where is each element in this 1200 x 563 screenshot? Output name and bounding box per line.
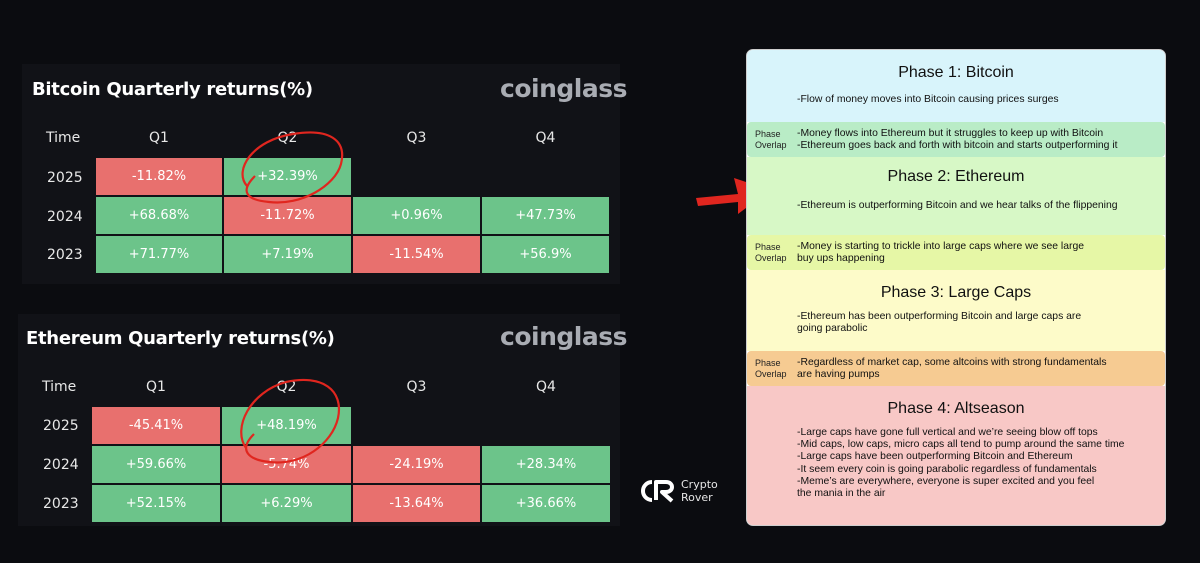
phase-1-text: -Flow of money moves into Bitcoin causin… <box>797 94 1059 105</box>
ethereum-row-label-2023: 2023 <box>43 496 79 512</box>
ethereum-cell-2023-q4: +36.66% <box>482 485 610 522</box>
market-phases-panel: Phase 1: Bitcoin -Flow of money moves in… <box>746 49 1166 526</box>
ethereum-row-label-2025: 2025 <box>43 418 79 434</box>
ethereum-corner-label: Time <box>42 379 77 395</box>
bitcoin-cell-2024-q1: +68.68% <box>96 197 222 234</box>
phase-overlap-2: Phase Overlap -Money is starting to tric… <box>747 235 1165 270</box>
bitcoin-cell-2025-q2: +32.39% <box>224 158 351 195</box>
phase-2-block: Phase 2: Ethereum -Ethereum is outperfor… <box>747 157 1165 235</box>
ethereum-cell-2025-q1: -45.41% <box>92 407 220 444</box>
ethereum-col-header-q3: Q3 <box>406 379 427 395</box>
phase-4-text: -Large caps have gone full vertical and … <box>797 427 1125 500</box>
phase-2-text: -Ethereum is outperforming Bitcoin and w… <box>797 200 1118 211</box>
phase-3-text: -Ethereum has been outperforming Bitcoin… <box>797 311 1082 335</box>
bitcoin-table-title: Bitcoin Quarterly returns(%) <box>32 79 313 100</box>
ethereum-col-header-q1: Q1 <box>146 379 166 395</box>
phase-4-title: Phase 4: Altseason <box>887 400 1025 417</box>
bitcoin-cell-2023-q3: -11.54% <box>353 236 480 273</box>
bitcoin-corner-label: Time <box>46 130 81 146</box>
brand-line-2: Rover <box>681 491 713 504</box>
phase-1-block: Phase 1: Bitcoin -Flow of money moves in… <box>747 50 1165 122</box>
phase-overlap-3-label: Phase Overlap <box>755 358 787 379</box>
ethereum-cell-2023-q3: -13.64% <box>353 485 480 522</box>
ethereum-cell-2023-q1: +52.15% <box>92 485 220 522</box>
bitcoin-col-header-q4: Q4 <box>535 130 556 146</box>
phase-overlap-2-text: -Money is starting to trickle into large… <box>797 241 1085 265</box>
bitcoin-col-header-q1: Q1 <box>149 130 169 146</box>
bitcoin-cell-2024-q2: -11.72% <box>224 197 351 234</box>
bitcoin-row-label-2025: 2025 <box>47 170 83 186</box>
phase-overlap-3: Phase Overlap -Regardless of market cap,… <box>747 351 1165 386</box>
bitcoin-cell-2023-q1: +71.77% <box>96 236 222 273</box>
bitcoin-cell-2024-q3: +0.96% <box>353 197 480 234</box>
ethereum-cell-2024-q2: -5.74% <box>222 446 351 483</box>
ethereum-col-header-q2: Q2 <box>276 379 297 395</box>
phase-3-title: Phase 3: Large Caps <box>880 284 1032 301</box>
ethereum-row-label-2024: 2024 <box>43 457 79 473</box>
phase-overlap-3-text: -Regardless of market cap, some altcoins… <box>797 357 1107 381</box>
bitcoin-col-header-q2: Q2 <box>277 130 298 146</box>
ethereum-cell-2025-q2: +48.19% <box>222 407 351 444</box>
bitcoin-cell-2023-q2: +7.19% <box>224 236 351 273</box>
ethereum-cell-2023-q2: +6.29% <box>222 485 351 522</box>
ethereum-cell-2024-q3: -24.19% <box>353 446 480 483</box>
bitcoin-cell-2023-q4: +56.9% <box>482 236 609 273</box>
ethereum-cell-2024-q4: +28.34% <box>482 446 610 483</box>
phase-overlap-1-label: Phase Overlap <box>755 129 787 150</box>
bitcoin-row-label-2023: 2023 <box>47 247 83 263</box>
ethereum-cell-2024-q1: +59.66% <box>92 446 220 483</box>
phase-overlap-1: Phase Overlap -Money flows into Ethereum… <box>747 122 1165 157</box>
phase-1-title: Phase 1: Bitcoin <box>898 64 1014 81</box>
bitcoin-cell-2024-q4: +47.73% <box>482 197 609 234</box>
bitcoin-coinglass-logo: coinglass <box>500 74 627 103</box>
phase-4-block: Phase 4: Altseason -Large caps have gone… <box>747 386 1165 525</box>
ethereum-table-title: Ethereum Quarterly returns(%) <box>26 328 335 349</box>
crypto-rover-logo-icon <box>641 480 674 503</box>
brand-line-1: Crypto <box>681 478 718 491</box>
phase-3-block: Phase 3: Large Caps -Ethereum has been o… <box>747 270 1165 351</box>
ethereum-col-header-q4: Q4 <box>536 379 556 395</box>
ethereum-coinglass-logo: coinglass <box>500 322 627 351</box>
bitcoin-cell-2025-q1: -11.82% <box>96 158 222 195</box>
bitcoin-col-header-q3: Q3 <box>406 130 427 146</box>
phase-2-title: Phase 2: Ethereum <box>887 168 1025 185</box>
crypto-rover-brand-text: Crypto Rover <box>681 478 718 504</box>
phase-overlap-1-text: -Money flows into Ethereum but it strugg… <box>797 128 1118 152</box>
phase-overlap-2-label: Phase Overlap <box>755 242 787 263</box>
bitcoin-row-label-2024: 2024 <box>47 209 83 225</box>
